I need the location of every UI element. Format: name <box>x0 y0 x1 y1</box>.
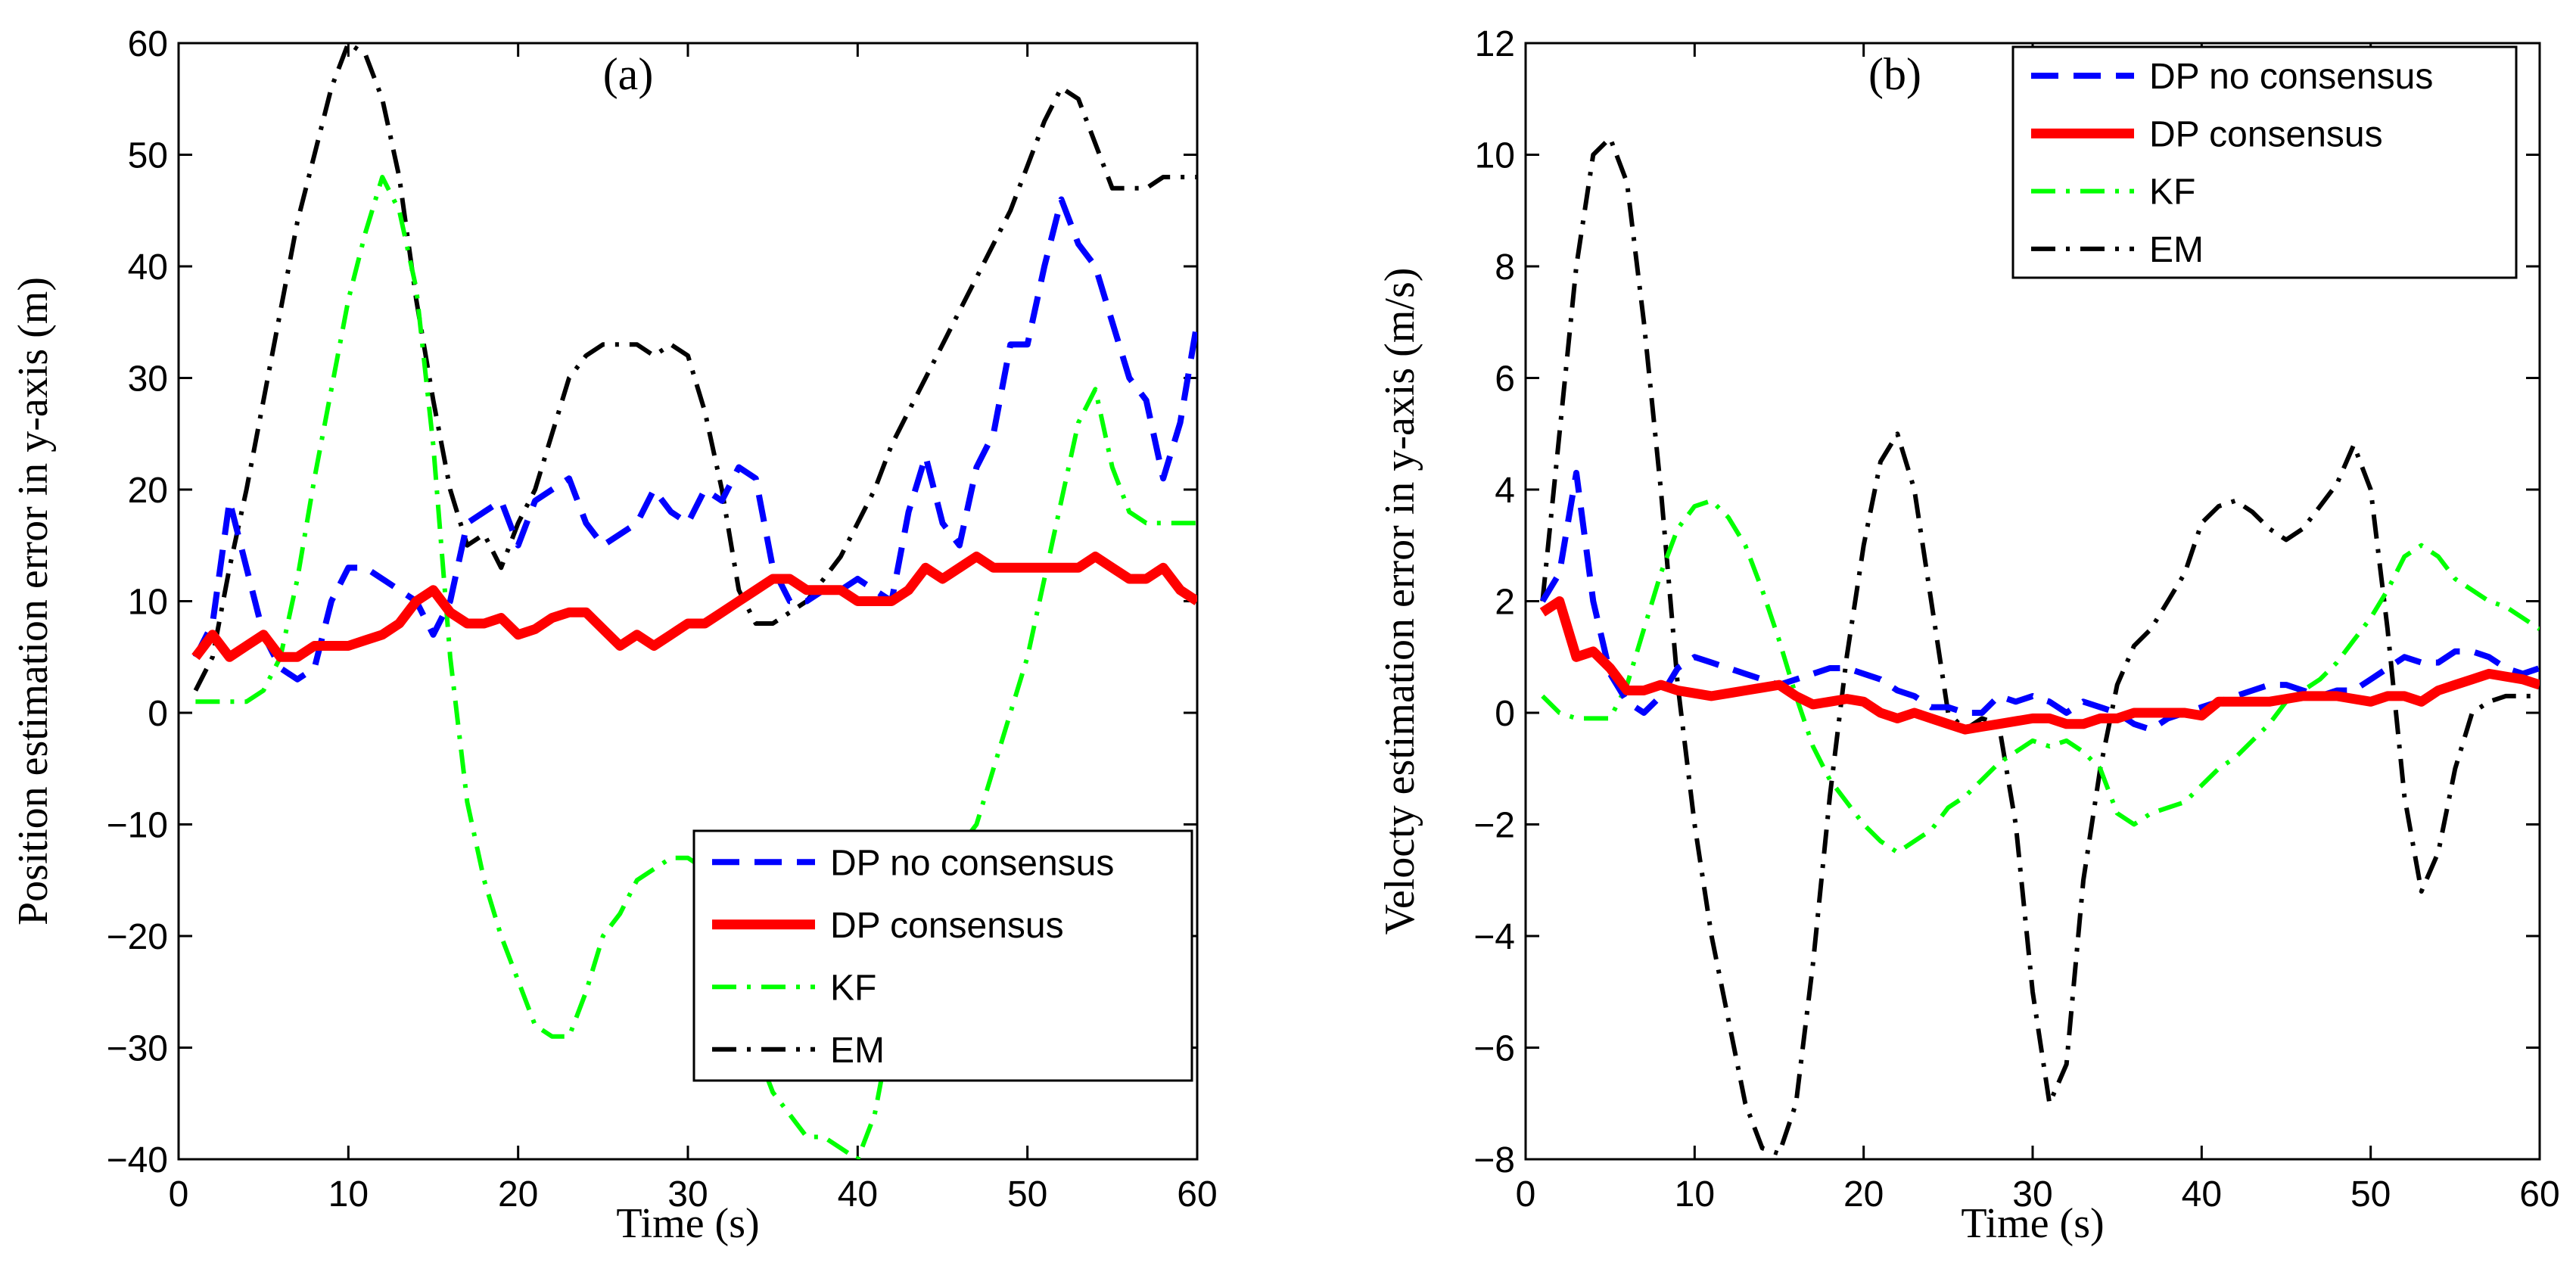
y-axis-label: Position estimation error in y-axis (m) <box>10 277 57 925</box>
x-tick-label: 40 <box>838 1174 878 1214</box>
y-tick-label: 0 <box>148 694 168 734</box>
y-tick-label: −30 <box>107 1029 168 1069</box>
x-tick-label: 0 <box>1516 1174 1536 1214</box>
series-line-dp-no-consensus <box>192 196 1197 683</box>
y-axis-label: Velocty estimation error in y-axis (m/s) <box>1377 268 1423 935</box>
legend-entry-label: DP no consensus <box>830 843 1114 883</box>
y-tick-label: −40 <box>107 1140 168 1180</box>
y-tick-label: −2 <box>1473 806 1515 846</box>
legend-entry-label: DP consensus <box>2149 114 2383 154</box>
panel-label: (b) <box>1868 49 1921 99</box>
legend-entry-label: DP consensus <box>830 906 1064 946</box>
y-tick-label: −6 <box>1473 1029 1515 1069</box>
y-tick-label: 4 <box>1495 471 1515 511</box>
y-tick-label: 2 <box>1495 583 1515 623</box>
x-tick-label: 40 <box>2182 1174 2222 1214</box>
legend-entry-label: KF <box>830 968 876 1008</box>
x-axis-label: Time (s) <box>616 1200 759 1247</box>
y-tick-label: −10 <box>107 806 168 846</box>
y-tick-label: 20 <box>128 471 168 511</box>
legend-entry-label: DP no consensus <box>2149 57 2433 97</box>
y-tick-label: 10 <box>1475 136 1515 176</box>
legend-entry-label: KF <box>2149 173 2195 213</box>
y-tick-label: 30 <box>128 359 168 400</box>
legend: DP no consensus DP consensus KF EM <box>2011 45 2518 279</box>
x-axis-label: Time (s) <box>1961 1200 2104 1247</box>
legend: DP no consensus DP consensus KF EM <box>692 829 1193 1082</box>
x-tick-label: 0 <box>169 1174 189 1214</box>
y-tick-label: 6 <box>1495 359 1515 400</box>
series-line-dp-no-consensus <box>1539 469 2540 733</box>
y-tick-label: 0 <box>1495 694 1515 734</box>
legend-box <box>692 829 1193 1082</box>
series-line-kf <box>1541 498 2540 855</box>
panel-label: (a) <box>603 49 654 99</box>
y-tick-label: 40 <box>128 247 168 288</box>
y-tick-label: −20 <box>107 917 168 957</box>
y-tick-label: −8 <box>1473 1140 1515 1180</box>
x-tick-label: 50 <box>1007 1174 1047 1214</box>
legend-box <box>2011 45 2518 279</box>
y-tick-label: 12 <box>1475 24 1515 64</box>
x-tick-label: 30 <box>667 1174 708 1214</box>
x-tick-label: 30 <box>2012 1174 2052 1214</box>
x-tick-label: 50 <box>2350 1174 2391 1214</box>
series-group <box>1539 135 2540 1156</box>
x-tick-label: 20 <box>1843 1174 1884 1214</box>
legend-entry-label: EM <box>2149 230 2204 270</box>
series-line-dp-consensus <box>191 552 1197 662</box>
x-tick-label: 20 <box>498 1174 538 1214</box>
x-tick-label: 60 <box>1177 1174 1217 1214</box>
y-tick-label: 50 <box>128 136 168 176</box>
chart-panel-b: 0 10 20 30 40 50 60 −8 −6 −4 −2 0 2 4 6 8 10 12 (b) Time (s… <box>1377 24 2560 1247</box>
x-tick-label: 10 <box>328 1174 369 1214</box>
y-tick-label: 8 <box>1495 247 1515 288</box>
x-tick-label: 10 <box>1675 1174 1715 1214</box>
series-line-em <box>1540 135 2540 1156</box>
series-line-dp-consensus <box>1539 596 2540 735</box>
chart-panel-a: 0 10 20 30 40 50 60 −40 −30 −20 −10 0 10 20 30 40 50 60 (a… <box>10 24 1218 1247</box>
y-tick-label: −4 <box>1473 917 1515 957</box>
series-line-em <box>193 43 1197 692</box>
y-tick-label: 60 <box>128 24 168 64</box>
x-tick-label: 60 <box>2519 1174 2559 1214</box>
y-tick-label: 10 <box>128 583 168 623</box>
legend-entry-label: EM <box>830 1031 885 1071</box>
